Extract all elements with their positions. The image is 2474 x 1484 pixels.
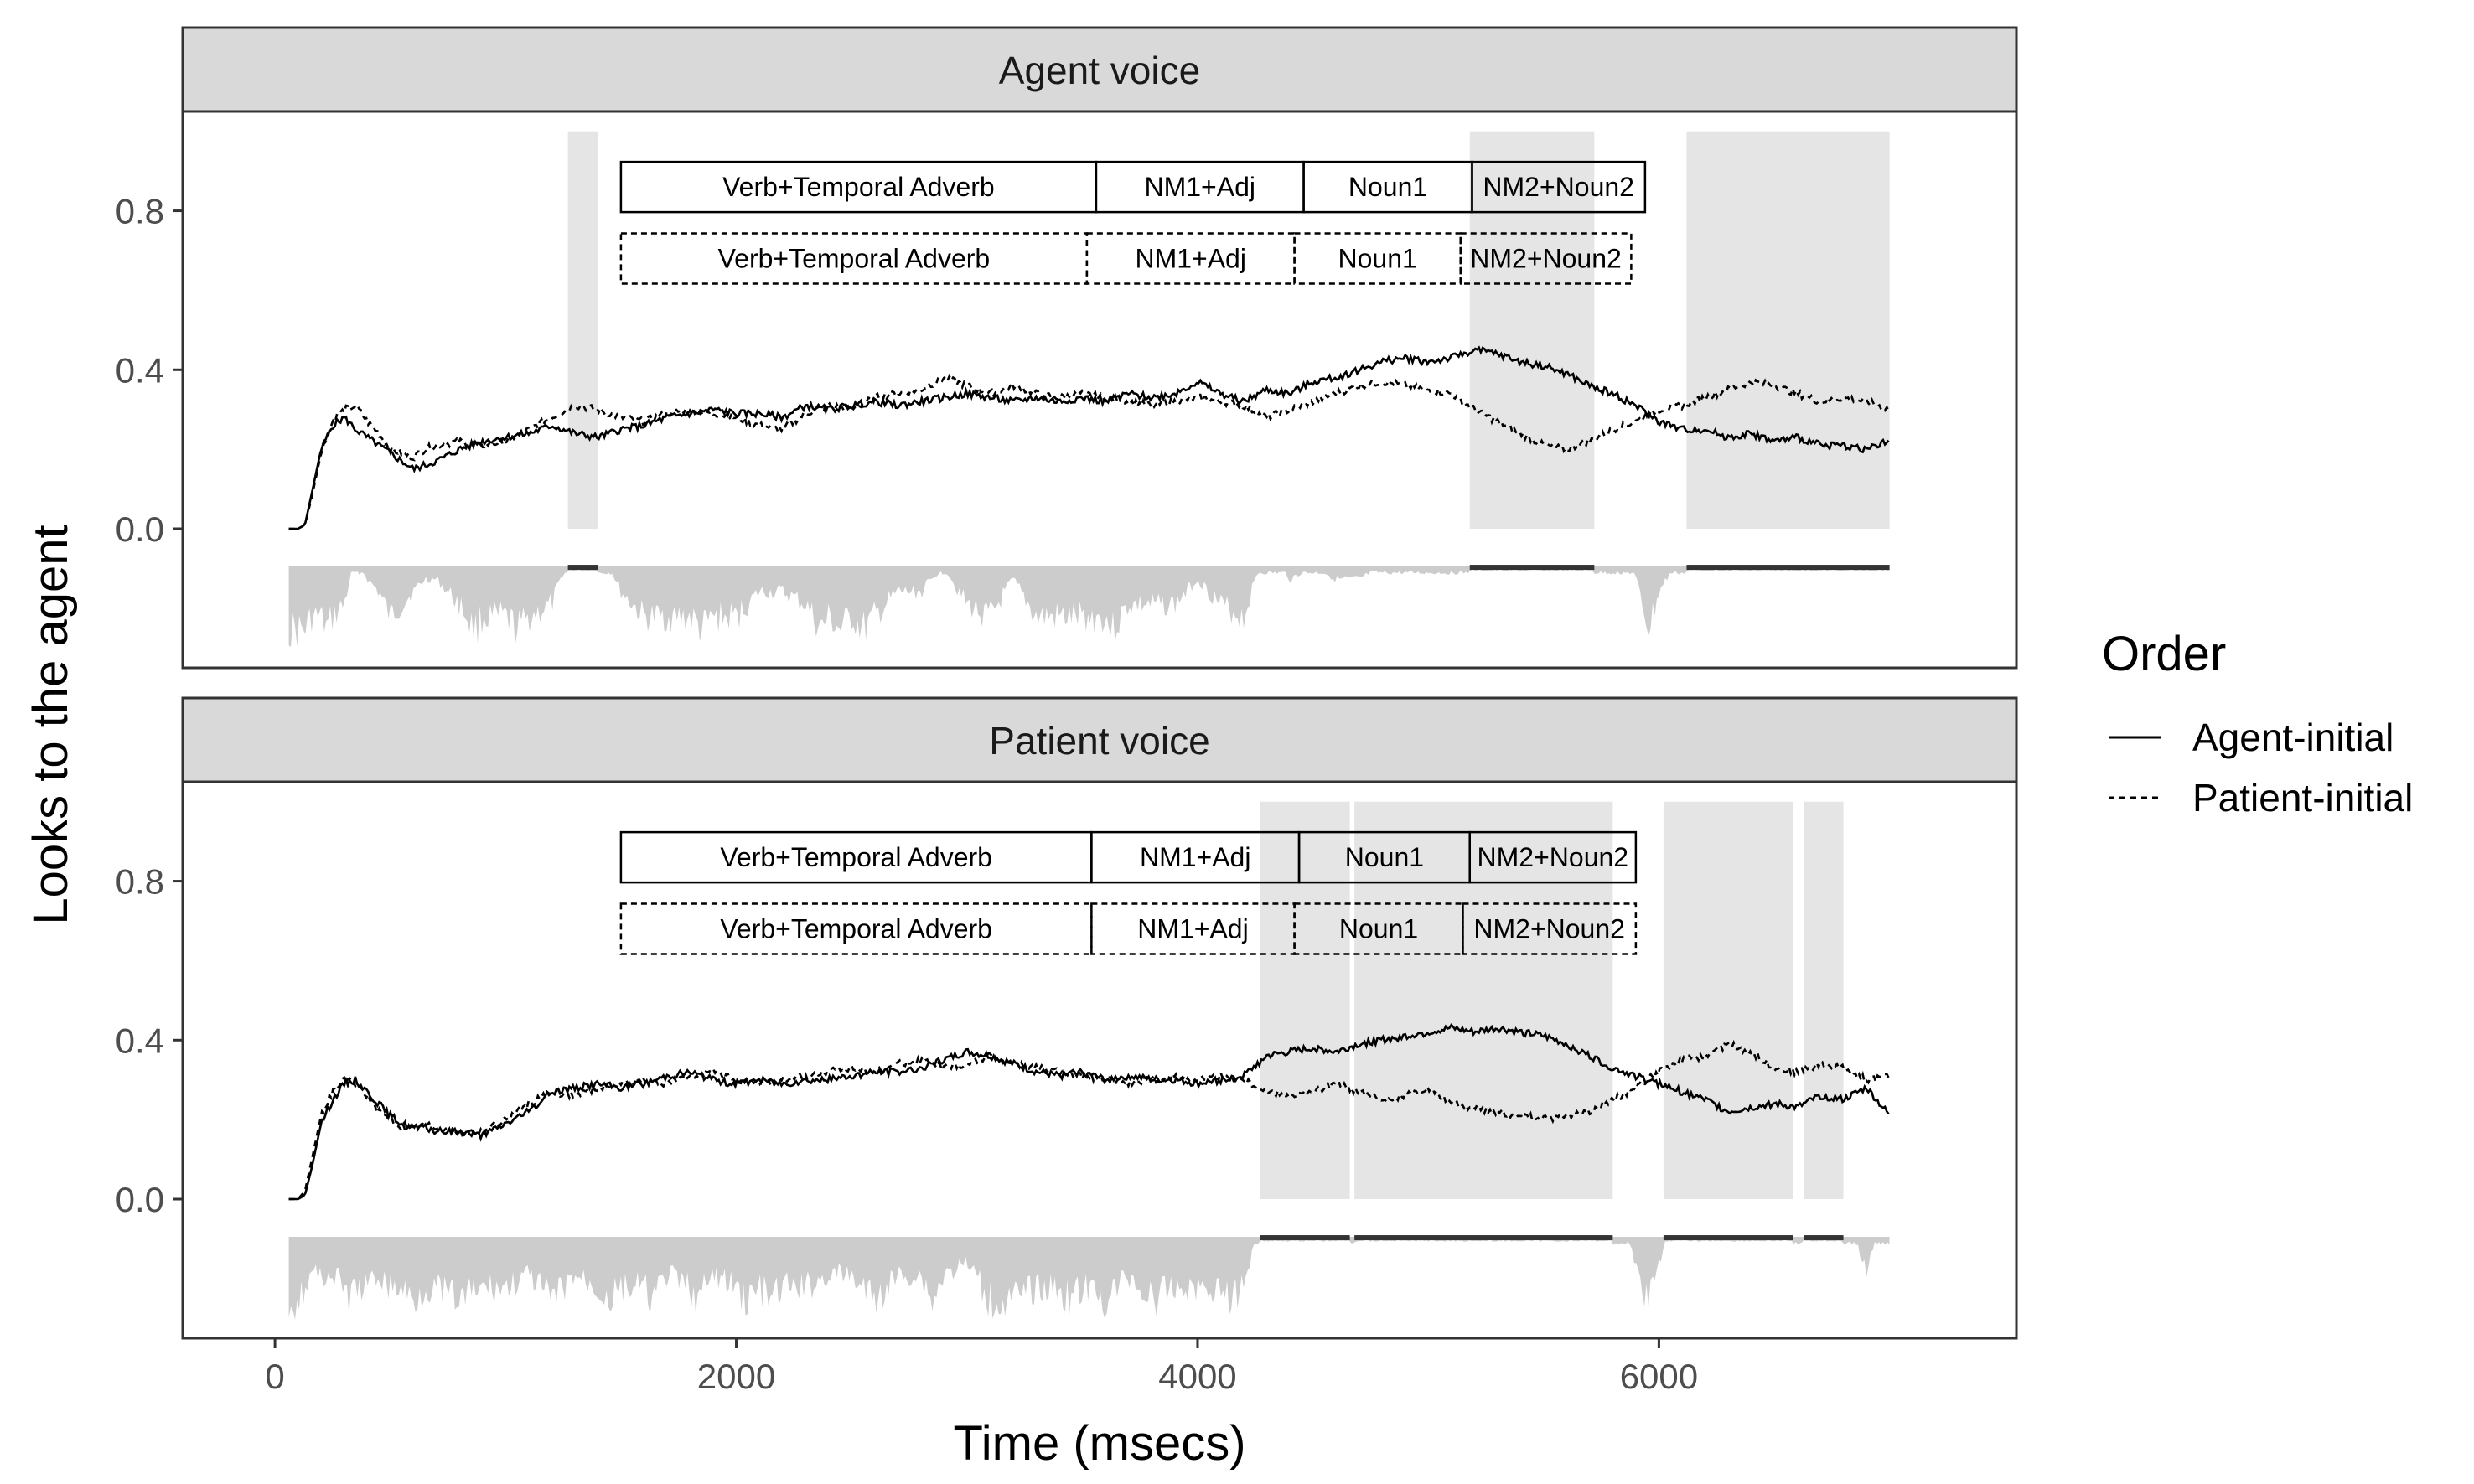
region-box: Noun1 [1293,902,1464,955]
strip-label: Patient voice [989,719,1209,763]
region-label: Verb+Temporal Adverb [720,913,992,944]
region-box: NM2+Noun2 [1471,160,1647,214]
region-box: Verb+Temporal Adverb [619,232,1089,285]
region-label: NM1+Adj [1137,913,1249,944]
region-label: Noun1 [1345,842,1424,872]
region-box: NM2+Noun2 [1462,902,1638,955]
plot-area: Verb+Temporal Adverb NM1+Adj Noun1 NM2+Noun… [288,801,1890,1320]
region-box: NM1+Adj [1085,232,1296,285]
region-label: Noun1 [1338,243,1416,273]
region-box: Verb+Temporal Adverb [619,902,1093,955]
y-tick-label: 0.8 [116,862,164,902]
y-tick-label: 0.0 [116,509,164,549]
region-label: NM1+Adj [1144,172,1255,202]
y-tick-label: 0.0 [116,1180,164,1219]
region-box-outline [1471,160,1647,214]
region-label: NM1+Adj [1135,243,1246,273]
region-box: NM2+Noun2 [1468,830,1638,884]
legend-label-patient-initial: Patient-initial [2192,776,2413,820]
significant-marker-0 [567,565,598,571]
strip-label: Agent voice [999,49,1200,92]
difference-ribbon [288,1237,1890,1320]
region-box-outline [1293,902,1464,955]
series-line-patient-initial [288,373,1890,530]
panel-patient-voice: Patient voice Verb+Temporal Adverb NM1+Ad… [181,696,2018,1340]
panel-frame [181,780,2018,1340]
panel-agent-voice: Agent voice Verb+Temporal Adverb NM1+Adj N… [181,26,2018,670]
region-box: NM1+Adj [1090,902,1296,955]
x-tick-label: 4000 [1158,1357,1236,1396]
region-label: NM2+Noun2 [1483,172,1634,202]
series-line-agent-initial [288,345,1890,530]
region-box: NM1+Adj [1095,160,1305,214]
region-box-outline [619,902,1093,955]
region-label: NM2+Noun2 [1473,913,1625,944]
region-box-outline [619,232,1089,285]
region-box-outline [1459,232,1633,285]
region-label: Noun1 [1339,913,1418,944]
region-box-outline [1090,902,1296,955]
significant-window-0 [1260,801,1350,1199]
region-box: NM2+Noun2 [1459,232,1633,285]
x-tick-label: 2000 [697,1357,775,1396]
significant-marker-2 [1686,565,1890,571]
region-box: Verb+Temporal Adverb [619,830,1093,884]
plot-area: Verb+Temporal Adverb NM1+Adj Noun1 NM2+Noun… [288,131,1890,647]
legend: Order Agent-initial Patient-initial [2102,627,2413,820]
region-label: Noun1 [1348,172,1427,202]
significant-marker-2 [1663,1235,1793,1241]
significant-window-3 [1804,801,1844,1199]
significant-window-1 [1354,801,1613,1199]
significant-window-2 [1686,131,1890,529]
y-tick-label: 0.8 [116,192,164,231]
series-line-patient-initial [288,1039,1890,1201]
significant-marker-0 [1260,1235,1350,1241]
region-label: NM1+Adj [1140,842,1251,872]
x-axis-title: Time (msecs) [953,1416,1245,1471]
y-tick-label: 0.4 [116,350,164,390]
panel-frame [181,110,2018,670]
x-axis: 0 2000 4000 6000 [265,1338,1698,1396]
significant-window-2 [1663,801,1793,1199]
significant-window-1 [1469,131,1595,529]
difference-ribbon [288,566,1890,647]
region-label: Verb+Temporal Adverb [720,842,992,872]
y-tick-label: 0.4 [116,1021,164,1060]
region-label: Verb+Temporal Adverb [722,172,995,202]
strip-background [181,696,2018,783]
significant-window-0 [567,131,598,529]
y-axis-title: Looks to the agent [23,525,78,924]
x-tick-label: 0 [265,1357,284,1396]
region-label: NM2+Noun2 [1470,243,1622,273]
significant-marker-1 [1354,1235,1613,1241]
x-tick-label: 6000 [1620,1357,1698,1396]
significant-marker-1 [1469,565,1595,571]
legend-label-agent-initial: Agent-initial [2192,716,2394,759]
region-label: Verb+Temporal Adverb [718,243,991,273]
y-axis: 0.0 0.4 0.8 0.0 0.4 0.8 [116,192,183,1219]
significant-marker-3 [1804,1235,1844,1241]
region-box-outline [1468,830,1638,884]
region-label: NM2+Noun2 [1478,842,1629,872]
legend-title: Order [2102,627,2226,681]
strip-background [181,26,2018,113]
